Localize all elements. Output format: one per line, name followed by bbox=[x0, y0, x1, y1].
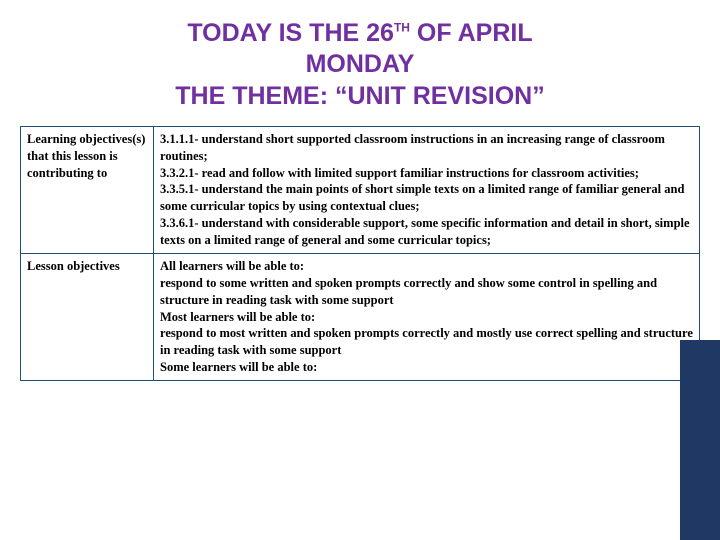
title-line1-pre: TODAY IS THE 26 bbox=[187, 19, 394, 47]
table-row: Learning objectives(s) that this lesson … bbox=[21, 126, 700, 253]
cell-lesson-objectives-label: Lesson objectives bbox=[21, 253, 154, 380]
title-block: TODAY IS THE 26TH OF APRIL MONDAY THE TH… bbox=[0, 0, 720, 122]
corner-accent bbox=[680, 340, 720, 540]
title-line-2: MONDAY bbox=[0, 49, 720, 80]
title-line1-post: OF APRIL bbox=[410, 19, 533, 47]
cell-learning-objectives-label: Learning objectives(s) that this lesson … bbox=[21, 126, 154, 253]
cell-lesson-objectives-value: All learners will be able to:respond to … bbox=[154, 253, 700, 380]
title-line-3: THE THEME: “UNIT REVISION” bbox=[0, 81, 720, 112]
cell-learning-objectives-value: 3.1.1.1- understand short supported clas… bbox=[154, 126, 700, 253]
title-line-1: TODAY IS THE 26TH OF APRIL bbox=[0, 18, 720, 49]
table-row: Lesson objectives All learners will be a… bbox=[21, 253, 700, 380]
title-line1-sup: TH bbox=[394, 21, 410, 35]
objectives-table: Learning objectives(s) that this lesson … bbox=[20, 126, 700, 381]
